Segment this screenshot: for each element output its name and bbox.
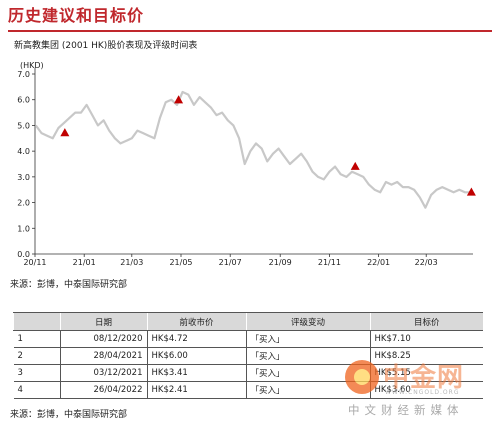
x-tick-label: 21/05	[169, 258, 192, 267]
row-date: 26/04/2022	[59, 381, 147, 399]
rating-marker-point	[466, 187, 476, 196]
rating-marker-point	[174, 95, 184, 104]
row-target: HK$8.25	[369, 347, 483, 365]
table-header-row: 日期 前收市价 评级变动 目标价	[13, 312, 483, 331]
header-date: 日期	[59, 312, 147, 331]
y-tick-label: 7.0	[17, 70, 30, 79]
x-tick-label: 21/03	[120, 258, 143, 267]
row-no: 2	[13, 347, 60, 365]
watermark-logo-icon	[345, 360, 379, 394]
header-prev-close: 前收市价	[146, 312, 246, 331]
row-rating: 「买入」	[245, 347, 370, 365]
y-tick-label: 4.0	[17, 147, 30, 156]
row-no: 1	[13, 330, 60, 348]
y-tick-label: 1.0	[17, 224, 30, 233]
row-prev-close: HK$6.00	[146, 347, 246, 365]
x-tick-label: 21/01	[73, 258, 96, 267]
x-tick-label: 21/09	[269, 258, 292, 267]
row-rating: 「买入」	[245, 364, 370, 382]
x-tick-label: 20/11	[23, 258, 46, 267]
header-no	[13, 312, 60, 331]
table-row: 4 26/04/2022 HK$2.41 「买入」 HK$3.60	[13, 381, 483, 399]
price-chart: (HKD) 0.0 1.0 2.0 3.0 4.0 5.0 6.0 7.0 20/11 21/01 2…	[17, 61, 476, 267]
header-rating-change: 评级变动	[245, 312, 370, 331]
y-tick-label: 0.0	[17, 250, 30, 259]
header-target-price: 目标价	[369, 312, 483, 331]
rating-marker-point	[350, 161, 360, 170]
y-tick-label: 3.0	[17, 173, 30, 182]
watermark-url: WWW.CNGOLD.ORG	[385, 389, 460, 396]
row-date: 03/12/2021	[59, 364, 147, 382]
y-tick-label: 5.0	[17, 121, 30, 130]
chart-source-note: 来源：彭博，中泰国际研究部	[10, 280, 128, 290]
x-tick-label: 21/07	[219, 258, 242, 267]
table-row: 1 08/12/2020 HK$4.72 「买入」 HK$7.10	[13, 330, 483, 348]
table-source-note: 来源：彭博，中泰国际研究部	[10, 410, 128, 420]
table-row: 2 28/04/2021 HK$6.00 「买入」 HK$8.25	[13, 347, 483, 365]
chart-panel: 新高教集团 (2001 HK)股价表现及评级时间表 (HKD) 0.0 1.0 2.0…	[8, 30, 492, 272]
row-no: 3	[13, 364, 60, 382]
row-rating: 「买入」	[245, 330, 370, 348]
watermark-name: 中金网	[383, 363, 465, 393]
table-row: 3 03/12/2021 HK$3.41 「买入」 HK$5.15	[13, 364, 483, 382]
row-rating: 「买入」	[245, 381, 370, 399]
row-date: 08/12/2020	[59, 330, 147, 348]
row-target: HK$7.10	[369, 330, 483, 348]
x-tick-label: 21/11	[318, 258, 341, 267]
x-tick-label: 22/03	[415, 258, 438, 267]
row-prev-close: HK$3.41	[146, 364, 246, 382]
y-axis-unit-label: (HKD)	[20, 61, 44, 70]
y-tick-label: 2.0	[17, 199, 30, 208]
y-tick-label: 6.0	[17, 96, 30, 105]
watermark: 中金网 WWW.CNGOLD.ORG 中文财经新媒体	[345, 355, 495, 425]
chart-subtitle: 新高教集团 (2001 HK)股价表现及评级时间表	[14, 41, 198, 51]
page-title: 历史建议和目标价	[8, 6, 145, 25]
row-prev-close: HK$4.72	[146, 330, 246, 348]
row-no: 4	[13, 381, 60, 399]
x-tick-label: 22/01	[367, 258, 390, 267]
rating-marker-point	[60, 128, 70, 137]
row-prev-close: HK$2.41	[146, 381, 246, 399]
price-series-line	[34, 90, 471, 209]
rating-history-table: 日期 前收市价 评级变动 目标价 1 08/12/2020 HK$4.72 「买…	[13, 312, 483, 399]
watermark-tagline: 中文财经新媒体	[348, 403, 464, 417]
row-date: 28/04/2021	[59, 347, 147, 365]
